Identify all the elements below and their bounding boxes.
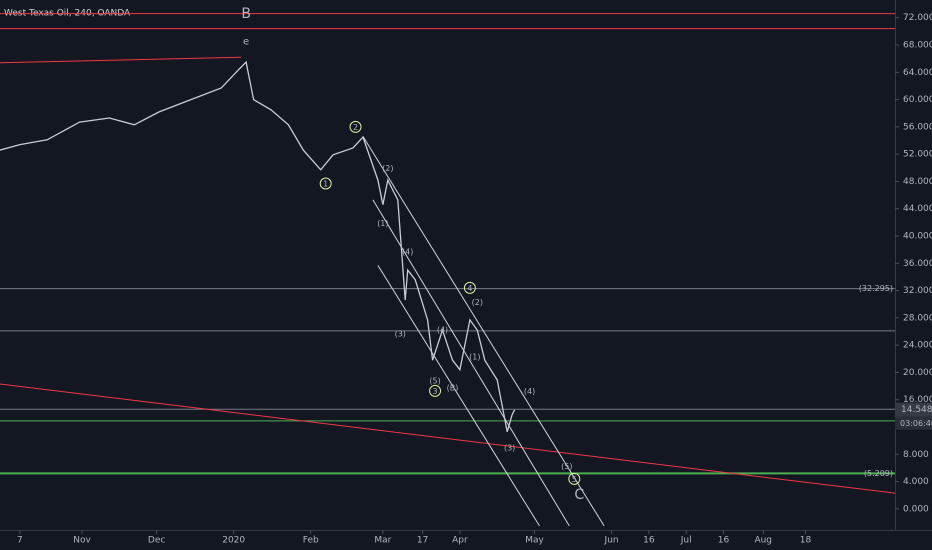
wave-label: (4) (524, 387, 535, 396)
wave-label: 4 (467, 284, 472, 293)
price-line (0, 60, 516, 432)
wave-label: (B) (447, 383, 459, 392)
trend-line (377, 265, 540, 527)
wave-label: (2) (472, 298, 483, 307)
x-tick-label: Jul (680, 536, 692, 546)
y-tick-label: 60.000 (903, 95, 932, 105)
x-tick-label: Mar (374, 536, 391, 546)
y-tick-label: 16.000 (903, 395, 932, 405)
wave-label: 1 (323, 179, 328, 188)
x-tick-label: 2020 (222, 536, 245, 546)
wave-label: 3 (433, 387, 438, 396)
y-tick-label: 72.000 (903, 13, 932, 23)
wave-circle (463, 281, 476, 294)
trend-line (0, 383, 895, 494)
x-tick-label: 7 (17, 536, 23, 546)
wave-label: (1) (377, 219, 388, 228)
y-tick-label: 56.000 (903, 122, 932, 132)
y-tick-label: 20.000 (903, 368, 932, 378)
countdown-tag (895, 416, 932, 430)
wave-label: (3) (395, 330, 406, 339)
level-label: (5.209) (864, 469, 893, 478)
y-tick-label: 0.000 (903, 504, 929, 514)
wave-circle (429, 384, 442, 397)
x-tick-label: 18 (800, 536, 812, 546)
y-tick-label: 64.000 (903, 68, 932, 78)
x-tick-label: Apr (452, 536, 468, 546)
x-tick-label: Aug (754, 536, 772, 546)
x-tick-label: Feb (303, 536, 319, 546)
wave-label: (3) (504, 443, 515, 452)
wave-label: (4) (402, 248, 413, 257)
x-tick-label: Nov (73, 536, 91, 546)
x-tick-label: 16 (718, 536, 730, 546)
wave-circle (568, 472, 581, 485)
y-tick-label: 4.000 (903, 477, 929, 487)
last-price-tag (895, 402, 932, 417)
wave-circle (349, 120, 362, 133)
wave-label: C (574, 487, 584, 503)
x-tick-label: May (525, 536, 544, 546)
wave-label: (2) (382, 164, 393, 173)
x-tick-label: 16 (643, 536, 655, 546)
wave-circle (319, 177, 332, 190)
wave-label: 2 (353, 123, 358, 132)
wave-label: B (241, 6, 251, 22)
y-tick-label: 28.000 (903, 313, 932, 323)
plot-area (0, 13, 895, 527)
last-price-label: 14.548 (901, 405, 932, 415)
wave-label: (5) (429, 377, 440, 386)
wave-label: (1) (469, 353, 480, 362)
y-tick-label: 48.000 (903, 177, 932, 187)
x-tick-label: Jun (604, 536, 619, 546)
x-tick-label: Dec (148, 536, 165, 546)
y-tick-label: 68.000 (903, 41, 932, 51)
wave-label: e (243, 36, 249, 47)
y-tick-label: 36.000 (903, 259, 932, 269)
y-tick-label: 40.000 (903, 232, 932, 242)
trend-line (372, 199, 570, 527)
y-tick-label: 8.000 (903, 450, 929, 460)
wave-label: 5 (572, 475, 577, 484)
y-tick-label: 52.000 (903, 150, 932, 160)
y-tick-label: 44.000 (903, 204, 932, 214)
level-label: (32.295) (859, 284, 893, 293)
x-tick-label: 17 (417, 536, 428, 546)
wave-label: (4) (437, 325, 448, 334)
countdown-label: 03:06:40 (900, 419, 932, 428)
trend-line (362, 136, 605, 527)
wave-label: (5) (561, 462, 572, 471)
trend-line (0, 56, 242, 64)
y-tick-label: 24.000 (903, 341, 932, 351)
y-tick-label: 32.000 (903, 286, 932, 296)
